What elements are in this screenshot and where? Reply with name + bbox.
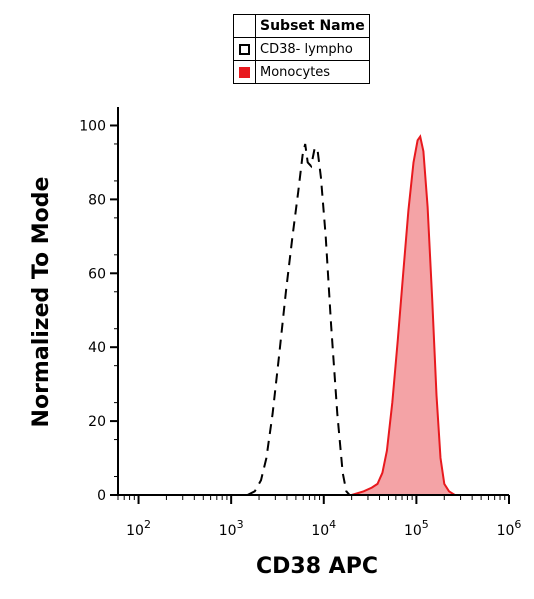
x-axis-title: CD38 APC [256,554,378,579]
x-tick-exponent: 3 [237,518,244,531]
series-monocytes-fill [231,136,509,495]
x-tick-exponent: 5 [422,518,429,531]
x-tick-label: 104 [311,518,336,539]
filled-square-icon [239,66,250,78]
x-tick-base: 10 [311,523,329,539]
y-tick-label: 100 [79,118,106,134]
legend-label-monocytes: Monocytes [255,60,370,84]
x-tick-exponent: 6 [514,518,521,531]
y-tick-label: 60 [88,266,106,282]
y-tick-label: 80 [88,192,106,208]
x-tick-label: 103 [219,518,244,539]
x-tick-base: 10 [497,523,515,539]
x-tick-base: 10 [126,523,144,539]
legend-label-cd38-lympho: CD38- lympho [255,37,370,61]
x-tick-label: 102 [126,518,151,539]
x-tick-exponent: 2 [144,518,151,531]
open-square-icon [239,43,250,55]
y-tick-label: 20 [88,414,106,430]
y-axis-title: Normalized To Mode [29,177,54,428]
x-tick-label: 105 [404,518,429,539]
y-tick-label: 40 [88,340,106,356]
series-cd38-lympho-line [247,143,351,496]
legend-swatch-cd38-lympho [233,37,256,61]
x-tick-label: 106 [497,518,522,539]
series-monocytes-line [231,134,509,496]
y-tick-label: 0 [97,488,106,504]
legend: Subset Name CD38- lympho Monocytes [233,14,370,84]
legend-header: Subset Name [255,14,370,38]
x-tick-exponent: 4 [329,518,336,531]
legend-swatch-monocytes [233,60,256,84]
x-tick-base: 10 [219,523,237,539]
x-tick-base: 10 [404,523,422,539]
